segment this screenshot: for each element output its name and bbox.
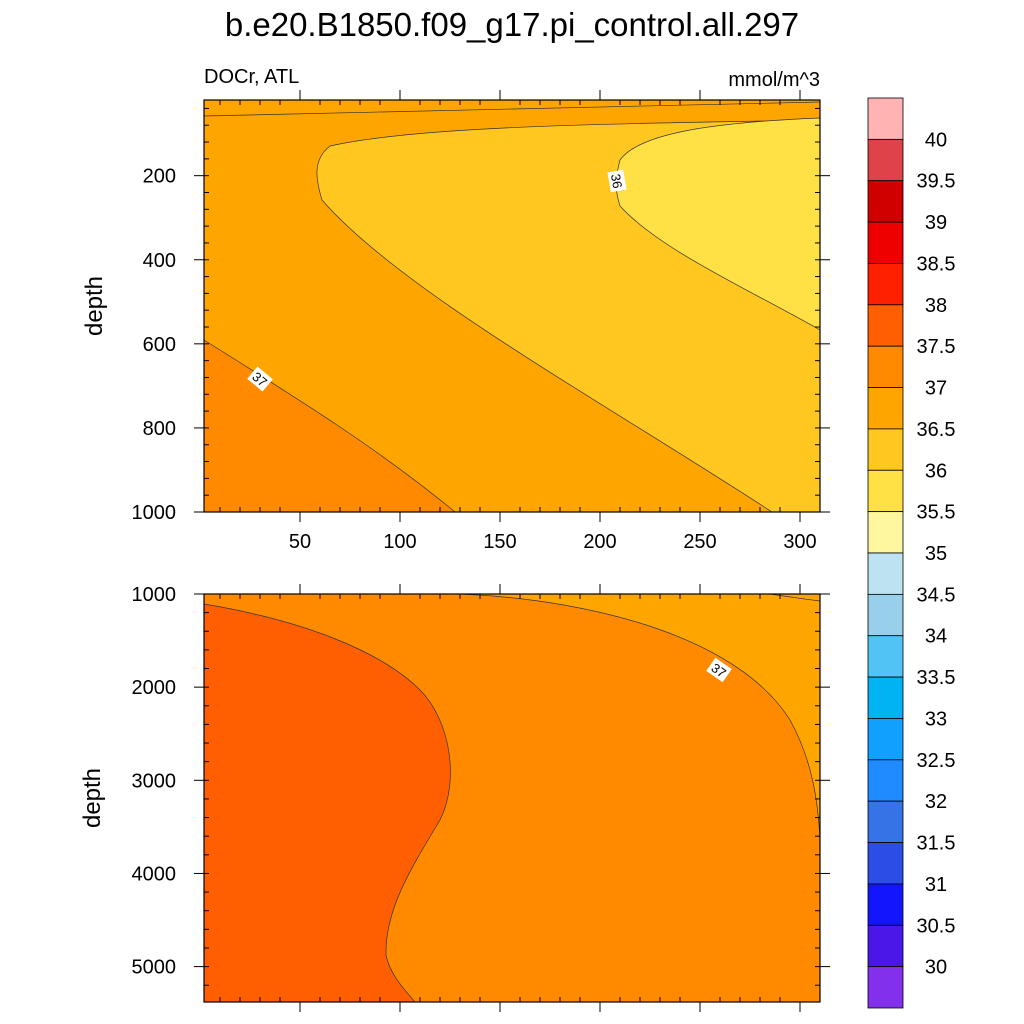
colorbar-label: 37 [925,378,947,400]
colorbar-swatch [867,883,904,926]
colorbar-label: 36 [925,460,947,482]
colorbar-swatch [867,966,904,1009]
region-37.5-38-lower [204,603,451,1002]
lower-plot-frame [203,593,821,1003]
svg-text:36: 36 [608,173,625,190]
colorbar-label: 33.5 [917,667,956,689]
region-36.5-37-lower [459,594,820,841]
x-tick-label: 250 [683,531,716,553]
colorbar-swatch [867,138,904,182]
colorbar-swatch [867,800,904,843]
x-tick-label: 200 [583,531,616,553]
upper-contour-panel: 36 37 50 100 150 200 250 3002004006008001000 … [81,90,830,553]
colorbar-swatch [867,345,904,388]
colorbar-swatch [867,304,904,347]
y-tick-label: 400 [143,250,176,272]
colorbar-swatch [867,552,904,595]
colorbar-swatch [867,593,904,637]
x-tick-label: 300 [783,531,816,553]
x-tick-label: 100 [383,531,416,553]
colorbar-label: 34 [925,626,947,648]
colorbar-label: 39 [925,212,947,234]
colorbar-swatch [867,842,904,885]
figure-title: b.e20.B1850.f09_g17.pi_control.all.297 [225,6,799,43]
colorbar-label: 32.5 [917,750,956,772]
colorbar-label: 36.5 [917,419,956,441]
colorbar-label: 35 [925,543,947,565]
contour-surface-upper [204,101,820,117]
x-tick-label: 50 [289,531,311,553]
contour-label-37-upper: 37 [247,366,273,392]
y-tick-label: 600 [143,334,176,356]
colorbar-label: 38 [925,295,947,317]
y-tick-label: 200 [143,166,176,188]
svg-text:37: 37 [708,660,728,681]
upper-plot-frame [203,99,821,513]
units-label: mmol/m^3 [728,69,820,91]
colorbar-label: 31 [925,874,947,896]
y-tick-label: 5000 [132,957,177,979]
colorbar-label: 40 [925,129,947,151]
colorbar-label: 37.5 [917,336,956,358]
colorbar-label: 31.5 [917,833,956,855]
variable-region-label: DOCr, ATL [204,66,299,88]
y-tick-label: 4000 [132,863,177,885]
colorbar-swatch [867,387,904,430]
colorbar-swatch [867,469,904,513]
upper-y-axis-title: depth [81,276,108,336]
y-tick-label: 1000 [132,584,177,606]
colorbar-swatch [867,718,904,761]
colorbar-swatch [867,263,904,306]
y-tick-label: 2000 [132,677,177,699]
contour-label-37-lower: 37 [706,657,732,683]
x-tick-label: 150 [483,531,516,553]
colorbar-label: 38.5 [917,253,956,275]
colorbar-swatch [867,924,904,968]
colorbar-swatch [867,180,904,223]
lower-axis-ticks: 1000 2000 3000 4000 5000 [132,584,830,1012]
y-tick-label: 3000 [132,770,177,792]
contour-top-right-lower [769,594,820,602]
colorbar-swatch [867,635,904,678]
y-tick-label: 1000 [132,502,177,524]
colorbar-label: 30.5 [917,915,956,937]
colorbar: 40 39.5 39 38.5 38 37.5 37 36.5 36 35.5 35 34.5 34 33… [867,97,956,1009]
contour-label-36: 36 [607,169,627,193]
colorbar-swatch [867,97,904,140]
colorbar-swatch [867,759,904,802]
colorbar-swatch [867,511,904,554]
colorbar-label: 30 [925,957,947,979]
upper-axis-ticks: 50 100 150 200 250 300 200 400 600 800 1000 [132,90,830,553]
colorbar-swatch [867,221,904,264]
colorbar-label: 33 [925,708,947,730]
colorbar-swatch [867,428,904,471]
y-tick-label: 800 [143,418,176,440]
colorbar-label: 32 [925,791,947,813]
region-surface-upper [204,100,820,120]
lower-contour-panel: 37 1000 2000 3000 4000 5000 depth [79,584,830,1012]
colorbar-label: 34.5 [917,584,956,606]
colorbar-swatch [867,676,904,719]
colorbar-label: 35.5 [917,502,956,524]
lower-y-axis-title: depth [79,768,106,828]
colorbar-label: 39.5 [917,171,956,193]
